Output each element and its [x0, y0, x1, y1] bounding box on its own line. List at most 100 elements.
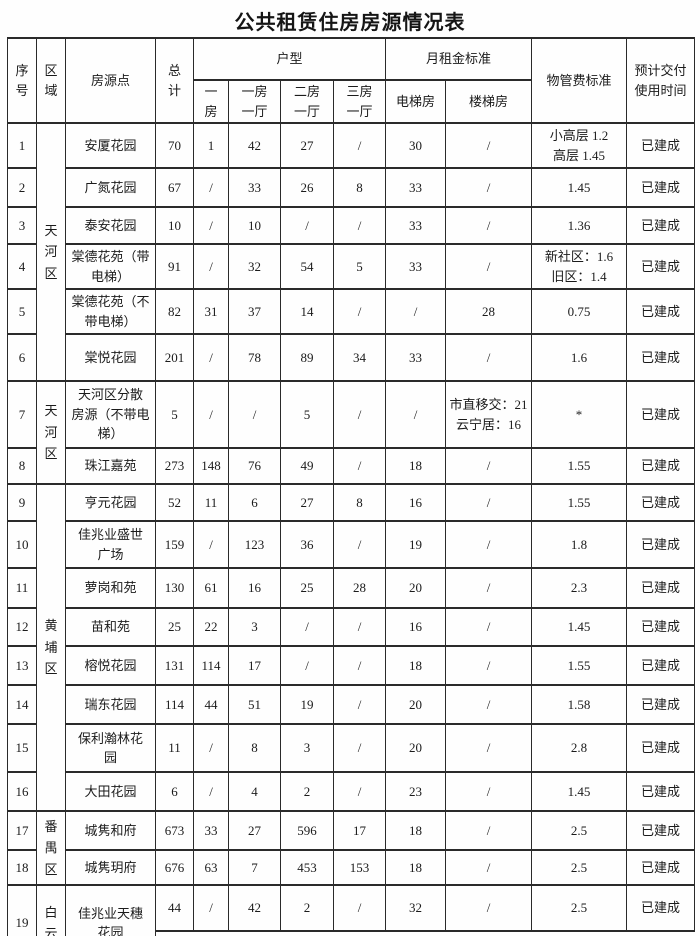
table-row: 10 佳兆业盛世 广场 159/123 36/19/1.8 已建成 — [7, 520, 696, 569]
cell-unit-2room-1hall: 2 — [280, 771, 334, 812]
header-unit-type-group: 户型 — [192, 37, 387, 81]
table-row: 9 黄埔区 亨元花园 52 11 6 27 8 16/1.55 已建成 — [7, 483, 696, 812]
cell-unit-1room: 148 — [193, 447, 229, 485]
cell-delivery-status: 已建成 — [626, 206, 696, 245]
cell-delivery-status: 已建成 — [626, 684, 696, 725]
cell-unit-2room-1hall: 89 — [280, 333, 334, 382]
cell-serial-number: 14 — [7, 684, 37, 725]
cell-unit-1room: / — [193, 243, 229, 290]
cell-rent-stairs: / — [445, 849, 533, 886]
cell-unit-3room-1hall: / — [332, 122, 387, 169]
cell-unit-2room-1hall: 596 — [280, 810, 334, 851]
cell-serial-number: 11 — [7, 567, 37, 609]
cell-serial-number: 5 — [7, 288, 37, 335]
cell-mgmt-fee: 1.45 — [531, 167, 628, 208]
header-row-2: 一 房 一房 一厅 二房 一厅 三房 一厅 电梯房 楼梯房 — [8, 79, 695, 124]
cell-mgmt-fee: 1.55 — [531, 645, 628, 686]
cell-total: 70 — [155, 122, 194, 169]
cell-total: 11 — [155, 723, 194, 773]
cell-rent-stairs: / — [445, 167, 533, 208]
cell-unit-2room-1hall: 19 — [280, 684, 334, 725]
cell-mgmt-fee: 1.6 — [531, 333, 628, 382]
cell-unit-1room: / — [193, 167, 229, 208]
cell-unit-2room-1hall: 14 — [280, 288, 334, 335]
cell-delivery-status: 已建成 — [626, 243, 696, 290]
cell-clipped — [281, 931, 334, 936]
cell-clipped — [194, 931, 229, 936]
cell-site-name: 榕悦花园 — [65, 645, 156, 686]
cell-unit-3room-1hall: / — [332, 645, 387, 686]
cell-rent-elevator: / — [385, 380, 447, 449]
cell-rent-elevator: 20 — [385, 684, 447, 725]
cell-serial-number: 16 — [7, 771, 37, 812]
cell-unit-1room: 61 — [193, 567, 229, 609]
cell-unit-2room-1hall: 26 — [280, 167, 334, 208]
cell-unit-1room: / — [193, 723, 229, 773]
table-row: 15 保利瀚林花 园 11/8 3/20/2.8 已建成 — [7, 723, 696, 773]
cell-site-name: 广氮花园 — [65, 167, 156, 208]
cell-district: 白云 — [36, 884, 66, 936]
cell-total: 273 — [155, 447, 194, 485]
cell-serial-number: 12 — [7, 607, 37, 647]
cell-rent-stairs: 28 — [445, 288, 533, 335]
cell-unit-1room-1hall: 76 — [228, 447, 281, 485]
cell-unit-2room-1hall: / — [280, 645, 334, 686]
table-row: 5 棠德花苑（不 带电梯） 82 31 37 14//28 0.75 已建成 — [7, 288, 696, 335]
cell-unit-2room-1hall: 3 — [280, 723, 334, 773]
cell-serial-number: 9 — [7, 483, 37, 522]
cell-total: 159 — [155, 520, 194, 569]
cell-rent-stairs: / — [445, 567, 533, 609]
header-unit-3room-1hall: 三房 一厅 — [332, 79, 387, 124]
cell-total: 201 — [155, 333, 194, 382]
cell-site-name: 佳兆业天穗 花园 — [65, 884, 156, 936]
cell-unit-2room-1hall: 36 — [280, 520, 334, 569]
cell-unit-3room-1hall: / — [332, 288, 387, 335]
cell-unit-1room-1hall: 4 — [228, 771, 281, 812]
cell-rent-stairs: / — [445, 206, 533, 245]
cell-rent-stairs: / — [445, 520, 533, 569]
cell-total: 44 — [155, 884, 194, 932]
cell-unit-1room: / — [193, 380, 229, 449]
cell-rent-elevator: 19 — [385, 520, 447, 569]
cell-site-name: 瑞东花园 — [65, 684, 156, 725]
cell-unit-1room-1hall: 10 — [228, 206, 281, 245]
cell-delivery-status: 已建成 — [626, 849, 696, 886]
cell-total: 52 — [155, 483, 194, 522]
cell-unit-1room-1hall: 3 — [228, 607, 281, 647]
cell-unit-1room-1hall: 37 — [228, 288, 281, 335]
cell-total: 114 — [155, 684, 194, 725]
cell-site-name: 棠德花苑（不 带电梯） — [65, 288, 156, 335]
cell-rent-elevator: 18 — [385, 810, 447, 851]
cell-mgmt-fee: 小高层 1.2 高层 1.45 — [531, 122, 628, 169]
cell-site-name: 佳兆业盛世 广场 — [65, 520, 156, 569]
cell-rent-stairs: / — [445, 771, 533, 812]
cell-site-name: 保利瀚林花 园 — [65, 723, 156, 773]
cell-rent-elevator: 20 — [385, 567, 447, 609]
cell-unit-3room-1hall: 8 — [332, 483, 387, 522]
header-delivery-time: 预计交付 使用时间 — [626, 37, 696, 124]
cell-delivery-status: 已建成 — [626, 645, 696, 686]
cell-unit-3room-1hall: / — [332, 684, 387, 725]
cell-unit-1room: 22 — [193, 607, 229, 647]
cell-site-name: 亨元花园 — [65, 483, 156, 522]
cell-delivery-status: 已建成 — [626, 288, 696, 335]
header-unit-1room-1hall: 一房 一厅 — [228, 79, 281, 124]
cell-mgmt-fee: * — [531, 380, 628, 449]
cell-total: 10 — [155, 206, 194, 245]
cell-unit-1room: 11 — [193, 483, 229, 522]
cell-rent-stairs: / — [445, 483, 533, 522]
cell-unit-1room-1hall: 27 — [228, 810, 281, 851]
cell-delivery-status: 已建成 — [626, 810, 696, 851]
cell-rent-stairs: / — [445, 333, 533, 382]
cell-clipped — [334, 931, 386, 936]
cell-total: 5 — [155, 380, 194, 449]
cell-site-name: 棠悦花园 — [65, 333, 156, 382]
table-row: 1 天河区 安厦花园 70 1 42 27/30/小高层 1.2 高层 1.45 已建成 — [7, 122, 696, 382]
cell-unit-3room-1hall: 153 — [332, 849, 387, 886]
cell-clipped — [446, 931, 532, 936]
cell-rent-elevator: 23 — [385, 771, 447, 812]
cell-serial-number: 1 — [7, 122, 37, 169]
cell-rent-elevator: 16 — [385, 607, 447, 647]
cell-unit-1room: 31 — [193, 288, 229, 335]
cell-rent-elevator: 20 — [385, 723, 447, 773]
